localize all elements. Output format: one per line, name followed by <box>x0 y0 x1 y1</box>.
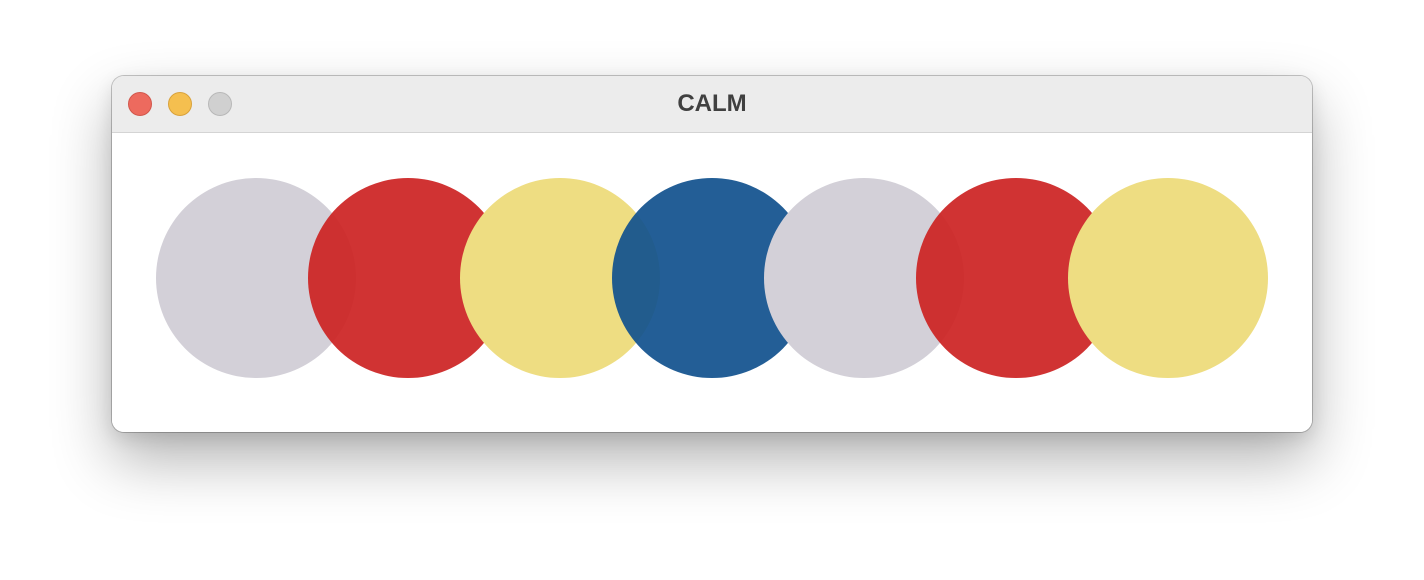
minimize-button[interactable] <box>168 92 192 116</box>
title-bar[interactable]: CALM <box>112 76 1312 133</box>
zoom-button[interactable] <box>208 92 232 116</box>
close-button[interactable] <box>128 92 152 116</box>
circle-row <box>156 178 1268 378</box>
window-title: CALM <box>677 90 747 117</box>
app-window: CALM <box>112 76 1312 432</box>
content-area <box>112 133 1312 432</box>
circle-7 <box>1068 178 1268 378</box>
